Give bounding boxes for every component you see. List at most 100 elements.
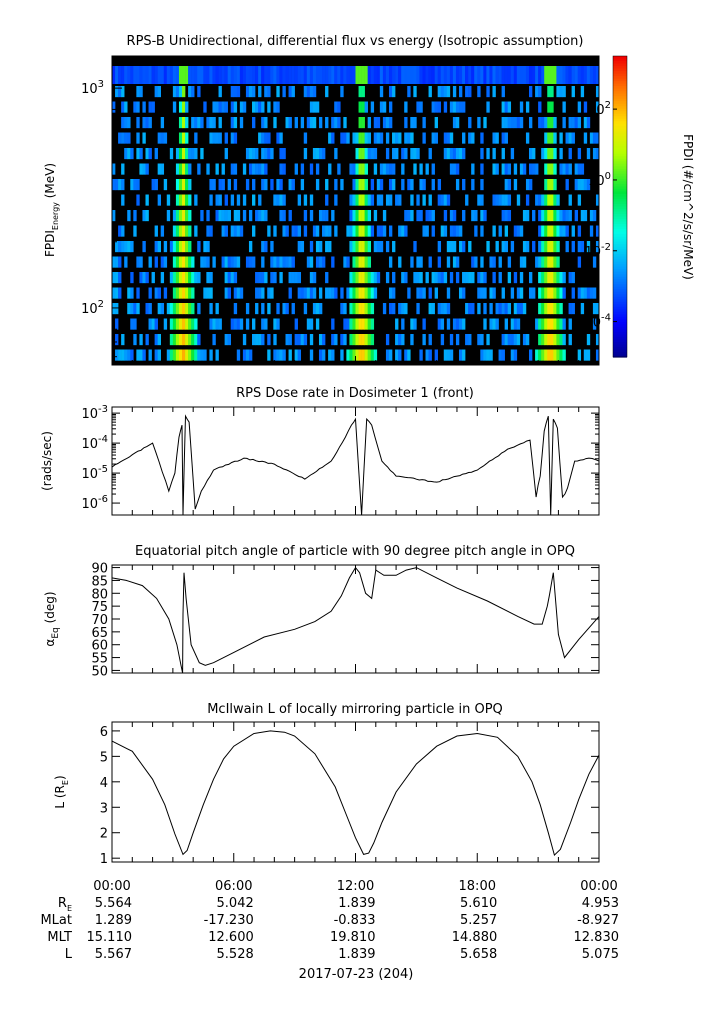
spectrogram-cell — [282, 303, 286, 315]
spectrogram-cell — [352, 179, 356, 191]
spectrogram-cell — [279, 163, 283, 175]
spectrogram-cell — [376, 132, 381, 144]
spectrogram-cell — [510, 349, 515, 361]
colorbar-segment — [613, 118, 627, 122]
spectrogram-cell — [547, 272, 551, 284]
spectrogram-cell — [392, 179, 396, 191]
spectrogram-cell — [343, 318, 347, 330]
mcilwain-frame — [111, 721, 600, 863]
spectrogram-cell — [425, 349, 429, 361]
spectrogram-cell — [294, 66, 298, 84]
spectrogram-cell — [547, 303, 551, 315]
spectrogram-cell — [157, 163, 161, 175]
spectrogram-cell — [388, 349, 393, 361]
spectrogram-cell — [300, 334, 305, 346]
spectrogram-cell — [136, 101, 140, 113]
spectrogram-cell — [303, 210, 308, 222]
dose-rate-ytick-label: 10-5 — [81, 464, 108, 482]
spectrogram-cell — [571, 66, 575, 84]
spectrogram-cell — [519, 287, 524, 299]
spectrogram-cell — [185, 241, 189, 253]
spectrogram-cell — [364, 349, 368, 361]
spectrogram-cell — [516, 318, 521, 330]
spectrogram-cell — [373, 287, 378, 299]
spectrogram-cell — [401, 148, 405, 160]
spectrogram-cell — [230, 318, 235, 330]
colorbar-segment — [613, 329, 627, 333]
spectrogram-cell — [242, 163, 247, 175]
spectrogram-cell — [388, 303, 393, 315]
spectrogram-cell — [294, 318, 298, 330]
spectrogram-cell — [264, 210, 268, 222]
spectrogram-cell — [169, 272, 174, 284]
spectrogram-cell — [513, 225, 518, 237]
spectrogram-cell — [236, 287, 241, 299]
spectrogram-cell — [525, 210, 530, 222]
spectrogram-cell — [340, 179, 344, 191]
spectrogram-cell — [233, 225, 238, 237]
spectrogram-cell — [544, 148, 548, 160]
spectrogram-cell — [388, 287, 393, 299]
spectrogram-cell — [580, 287, 585, 299]
spectrogram-cell — [367, 194, 372, 206]
spectrogram-cell — [419, 210, 423, 222]
spectrogram-cell — [300, 66, 305, 84]
spectrogram-cell — [270, 287, 274, 299]
spectrogram-cell — [358, 241, 362, 253]
spectrogram-ylabel: FPDIEnergy (MeV) — [43, 163, 60, 257]
spectrogram-cell — [431, 132, 435, 144]
spectrogram-cell — [437, 66, 442, 84]
spectrogram-cell — [388, 101, 393, 113]
spectrogram-cell — [185, 318, 189, 330]
spectrogram-cell — [595, 349, 600, 361]
spectrogram-cell — [279, 148, 283, 160]
spectrogram-cell — [224, 148, 228, 160]
spectrogram-cell — [452, 66, 457, 84]
spectrogram-cell — [145, 334, 149, 346]
spectrogram-cell — [200, 66, 204, 84]
spectrogram-cell — [498, 66, 502, 84]
spectrogram-cell — [175, 349, 180, 361]
spectrogram-cell — [127, 241, 131, 253]
spectrogram-cell — [507, 66, 512, 84]
spectrogram-cell — [291, 272, 295, 284]
spectrogram-cell — [346, 66, 350, 84]
spectrogram-cell — [538, 256, 542, 268]
spectrogram-cell — [252, 163, 256, 175]
ephemeris-row-label-main: L — [65, 947, 73, 962]
spectrogram-cell — [197, 241, 201, 253]
spectrogram-cell — [583, 349, 588, 361]
pitch-angle-ytick-label: 65 — [91, 626, 108, 641]
spectrogram-cell — [346, 287, 350, 299]
colorbar-segment — [613, 71, 627, 75]
spectrogram-cell — [267, 86, 271, 98]
spectrogram-cell — [528, 117, 533, 129]
spectrogram-cell — [242, 334, 247, 346]
spectrogram-cell — [325, 210, 329, 222]
spectrogram-cell — [492, 132, 496, 144]
colorbar-segment — [613, 306, 627, 310]
spectrogram-cell — [118, 349, 122, 361]
spectrogram-cell — [233, 101, 238, 113]
spectrogram-cell — [148, 101, 152, 113]
spectrogram-cell — [562, 86, 566, 98]
spectrogram-cell — [191, 86, 195, 98]
spectrogram-cell — [446, 132, 451, 144]
spectrogram-cell — [528, 86, 533, 98]
spectrogram-cell — [230, 86, 235, 98]
spectrogram-cell — [501, 210, 505, 222]
spectrogram-cell — [182, 148, 186, 160]
spectrogram-cell — [382, 117, 387, 129]
colorbar-segment — [613, 256, 627, 260]
spectrogram-cell — [592, 148, 597, 160]
spectrogram-cell — [522, 303, 527, 315]
spectrogram-cell — [151, 318, 155, 330]
spectrogram-cell — [139, 272, 143, 284]
spectrogram-cell — [139, 148, 143, 160]
spectrogram-cell — [477, 117, 481, 129]
colorbar-segment — [613, 231, 627, 235]
spectrogram-cell — [233, 163, 238, 175]
spectrogram-cell — [115, 256, 119, 268]
ephemeris-value: 5.042 — [217, 896, 254, 911]
spectrogram-cell — [468, 86, 472, 98]
